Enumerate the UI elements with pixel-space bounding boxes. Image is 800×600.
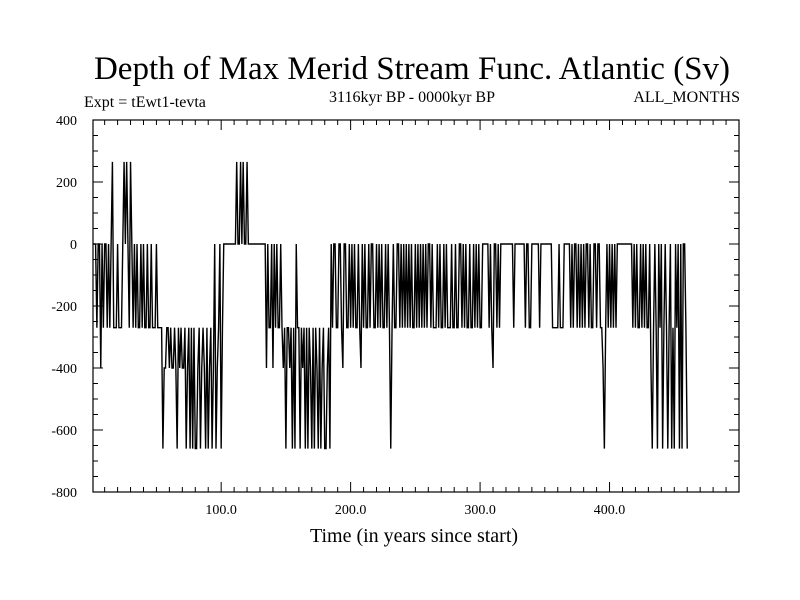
chart-subtitle-center: 3116kyr BP - 0000kyr BP (329, 89, 495, 106)
y-tick-label: 0 (70, 238, 77, 253)
y-tick-label: -800 (51, 486, 77, 501)
y-tick-label: -600 (51, 424, 77, 439)
x-axis-label: Time (in years since start) (310, 525, 518, 547)
series-line (93, 161, 688, 450)
chart-title: Depth of Max Merid Stream Func. Atlantic… (94, 51, 730, 87)
x-tick-label: 300.0 (464, 503, 496, 518)
y-tick-label: 400 (56, 114, 77, 129)
y-tick-label: -400 (51, 362, 77, 377)
x-tick-label: 200.0 (335, 503, 367, 518)
x-tick-label: 100.0 (205, 503, 237, 518)
y-tick-label: -200 (51, 300, 77, 315)
plot-frame (92, 119, 740, 493)
chart-subtitle-left: Expt = tEwt1-tevta (84, 94, 206, 111)
chart-subtitle-right: ALL_MONTHS (633, 89, 740, 106)
y-tick-labels: 400 200 0 -200 -400 -600 -800 (51, 114, 77, 501)
y-tick-label: 200 (56, 176, 77, 191)
x-tick-labels: 100.0 200.0 300.0 400.0 (205, 503, 625, 518)
x-tick-label: 400.0 (594, 503, 626, 518)
